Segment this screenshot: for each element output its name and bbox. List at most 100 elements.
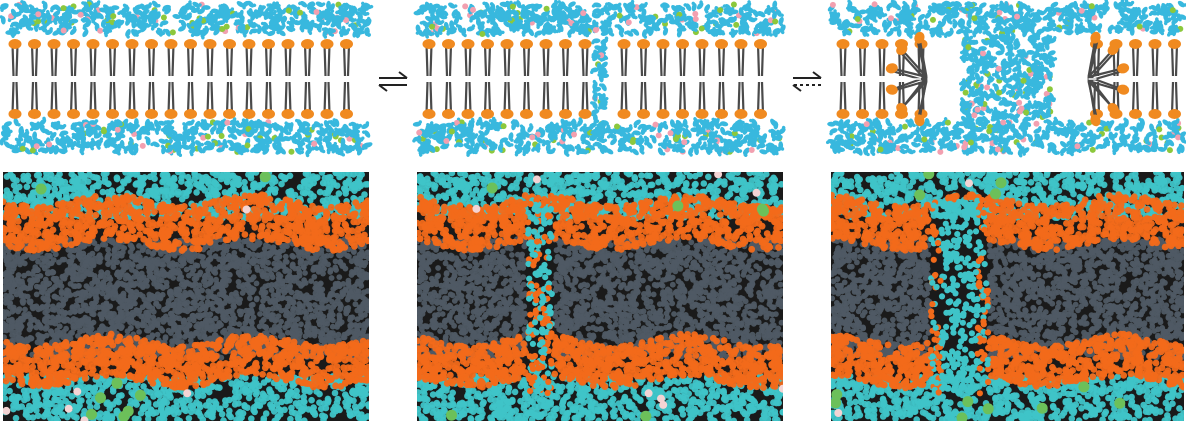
ion-pink bbox=[1018, 105, 1025, 112]
water-molecule bbox=[53, 15, 60, 25]
water-molecule bbox=[336, 10, 346, 18]
ion-pink bbox=[1000, 119, 1007, 126]
water-molecule bbox=[10, 28, 17, 38]
water-molecule bbox=[102, 27, 113, 33]
water-molecule bbox=[333, 22, 342, 30]
ion-pink bbox=[114, 126, 121, 133]
water-molecule bbox=[189, 21, 200, 27]
lipid bbox=[695, 39, 709, 77]
headgroup bbox=[715, 109, 728, 119]
lipid bbox=[656, 39, 670, 77]
lipid bbox=[67, 81, 80, 119]
simulation-snapshot-hydrophobic-pore bbox=[417, 172, 783, 421]
headgroup bbox=[520, 109, 533, 119]
headgroup bbox=[617, 39, 631, 49]
lipid bbox=[520, 81, 533, 119]
headgroup bbox=[281, 109, 295, 119]
water-molecule bbox=[40, 15, 48, 25]
headgroup bbox=[47, 109, 61, 119]
ion-green bbox=[448, 128, 455, 135]
ion-green bbox=[986, 128, 993, 135]
ion-pink bbox=[974, 106, 981, 113]
headgroup bbox=[481, 39, 494, 49]
water-molecule bbox=[41, 0, 48, 10]
ion-pink bbox=[937, 148, 944, 155]
headgroup bbox=[836, 39, 850, 49]
ion-pink bbox=[1016, 99, 1023, 106]
headgroup bbox=[281, 39, 295, 49]
lipid bbox=[106, 39, 119, 77]
headgroup bbox=[637, 39, 650, 49]
lipid bbox=[754, 81, 767, 119]
water-molecule bbox=[125, 29, 131, 39]
headgroup bbox=[125, 39, 139, 49]
headgroup bbox=[8, 39, 22, 49]
water-molecule bbox=[364, 27, 371, 37]
ion-green bbox=[1156, 126, 1163, 133]
headgroup bbox=[695, 39, 709, 49]
ion-green bbox=[1166, 147, 1173, 154]
water-molecule bbox=[260, 21, 269, 30]
ion-pink bbox=[995, 65, 1002, 72]
water-molecule bbox=[248, 22, 258, 29]
headgroup bbox=[8, 109, 22, 119]
ion-green bbox=[921, 136, 928, 143]
lipid bbox=[617, 39, 631, 77]
ion-green bbox=[223, 23, 230, 30]
ion-pink bbox=[73, 387, 82, 396]
headgroup bbox=[1168, 109, 1181, 119]
lipid bbox=[8, 39, 22, 77]
headgroup bbox=[242, 39, 256, 49]
ion-green bbox=[35, 183, 47, 195]
ion-pink bbox=[644, 389, 653, 398]
water-molecule bbox=[228, 133, 238, 140]
ion-pink bbox=[752, 188, 761, 197]
ion-pink bbox=[625, 19, 632, 26]
headgroup bbox=[578, 109, 592, 119]
lipid bbox=[320, 39, 334, 77]
water-molecule bbox=[162, 4, 171, 12]
lipid bbox=[578, 39, 592, 77]
headgroup bbox=[559, 39, 572, 49]
ion-pink bbox=[871, 1, 878, 8]
lipid bbox=[422, 39, 436, 77]
water-molecule bbox=[301, 18, 308, 28]
lipid bbox=[47, 81, 61, 119]
water-molecule bbox=[257, 5, 266, 13]
water-molecule bbox=[599, 83, 607, 92]
water-molecule bbox=[249, 28, 259, 35]
ion-green bbox=[160, 14, 167, 21]
ion-green bbox=[831, 389, 843, 401]
water-molecule bbox=[131, 28, 139, 37]
headgroup bbox=[28, 39, 41, 49]
ion-pink bbox=[692, 15, 699, 22]
ion-pink bbox=[60, 27, 67, 34]
lipid bbox=[559, 39, 572, 77]
water-molecule bbox=[315, 1, 326, 8]
ion-pink bbox=[242, 205, 251, 214]
lipid bbox=[461, 81, 475, 119]
ion-green bbox=[962, 396, 974, 408]
water-molecule bbox=[322, 29, 329, 39]
ion-green bbox=[259, 172, 271, 183]
water-molecule bbox=[235, 9, 244, 18]
lipid bbox=[520, 39, 533, 77]
ion-pink bbox=[657, 394, 665, 403]
ion-green bbox=[1046, 86, 1053, 93]
lipid bbox=[184, 81, 197, 119]
headgroup bbox=[617, 109, 631, 119]
lipid bbox=[301, 39, 314, 77]
lipid bbox=[203, 81, 217, 119]
headgroup bbox=[481, 109, 494, 119]
ion-green bbox=[60, 5, 67, 12]
headgroup bbox=[1148, 109, 1162, 119]
equilibrium-arrow-icon bbox=[378, 71, 408, 92]
ion-pink bbox=[748, 146, 755, 153]
water-molecule bbox=[234, 19, 244, 27]
water-molecule bbox=[356, 17, 362, 28]
lipid bbox=[262, 39, 275, 77]
ion-pink bbox=[1014, 13, 1021, 20]
headgroup bbox=[320, 39, 334, 49]
